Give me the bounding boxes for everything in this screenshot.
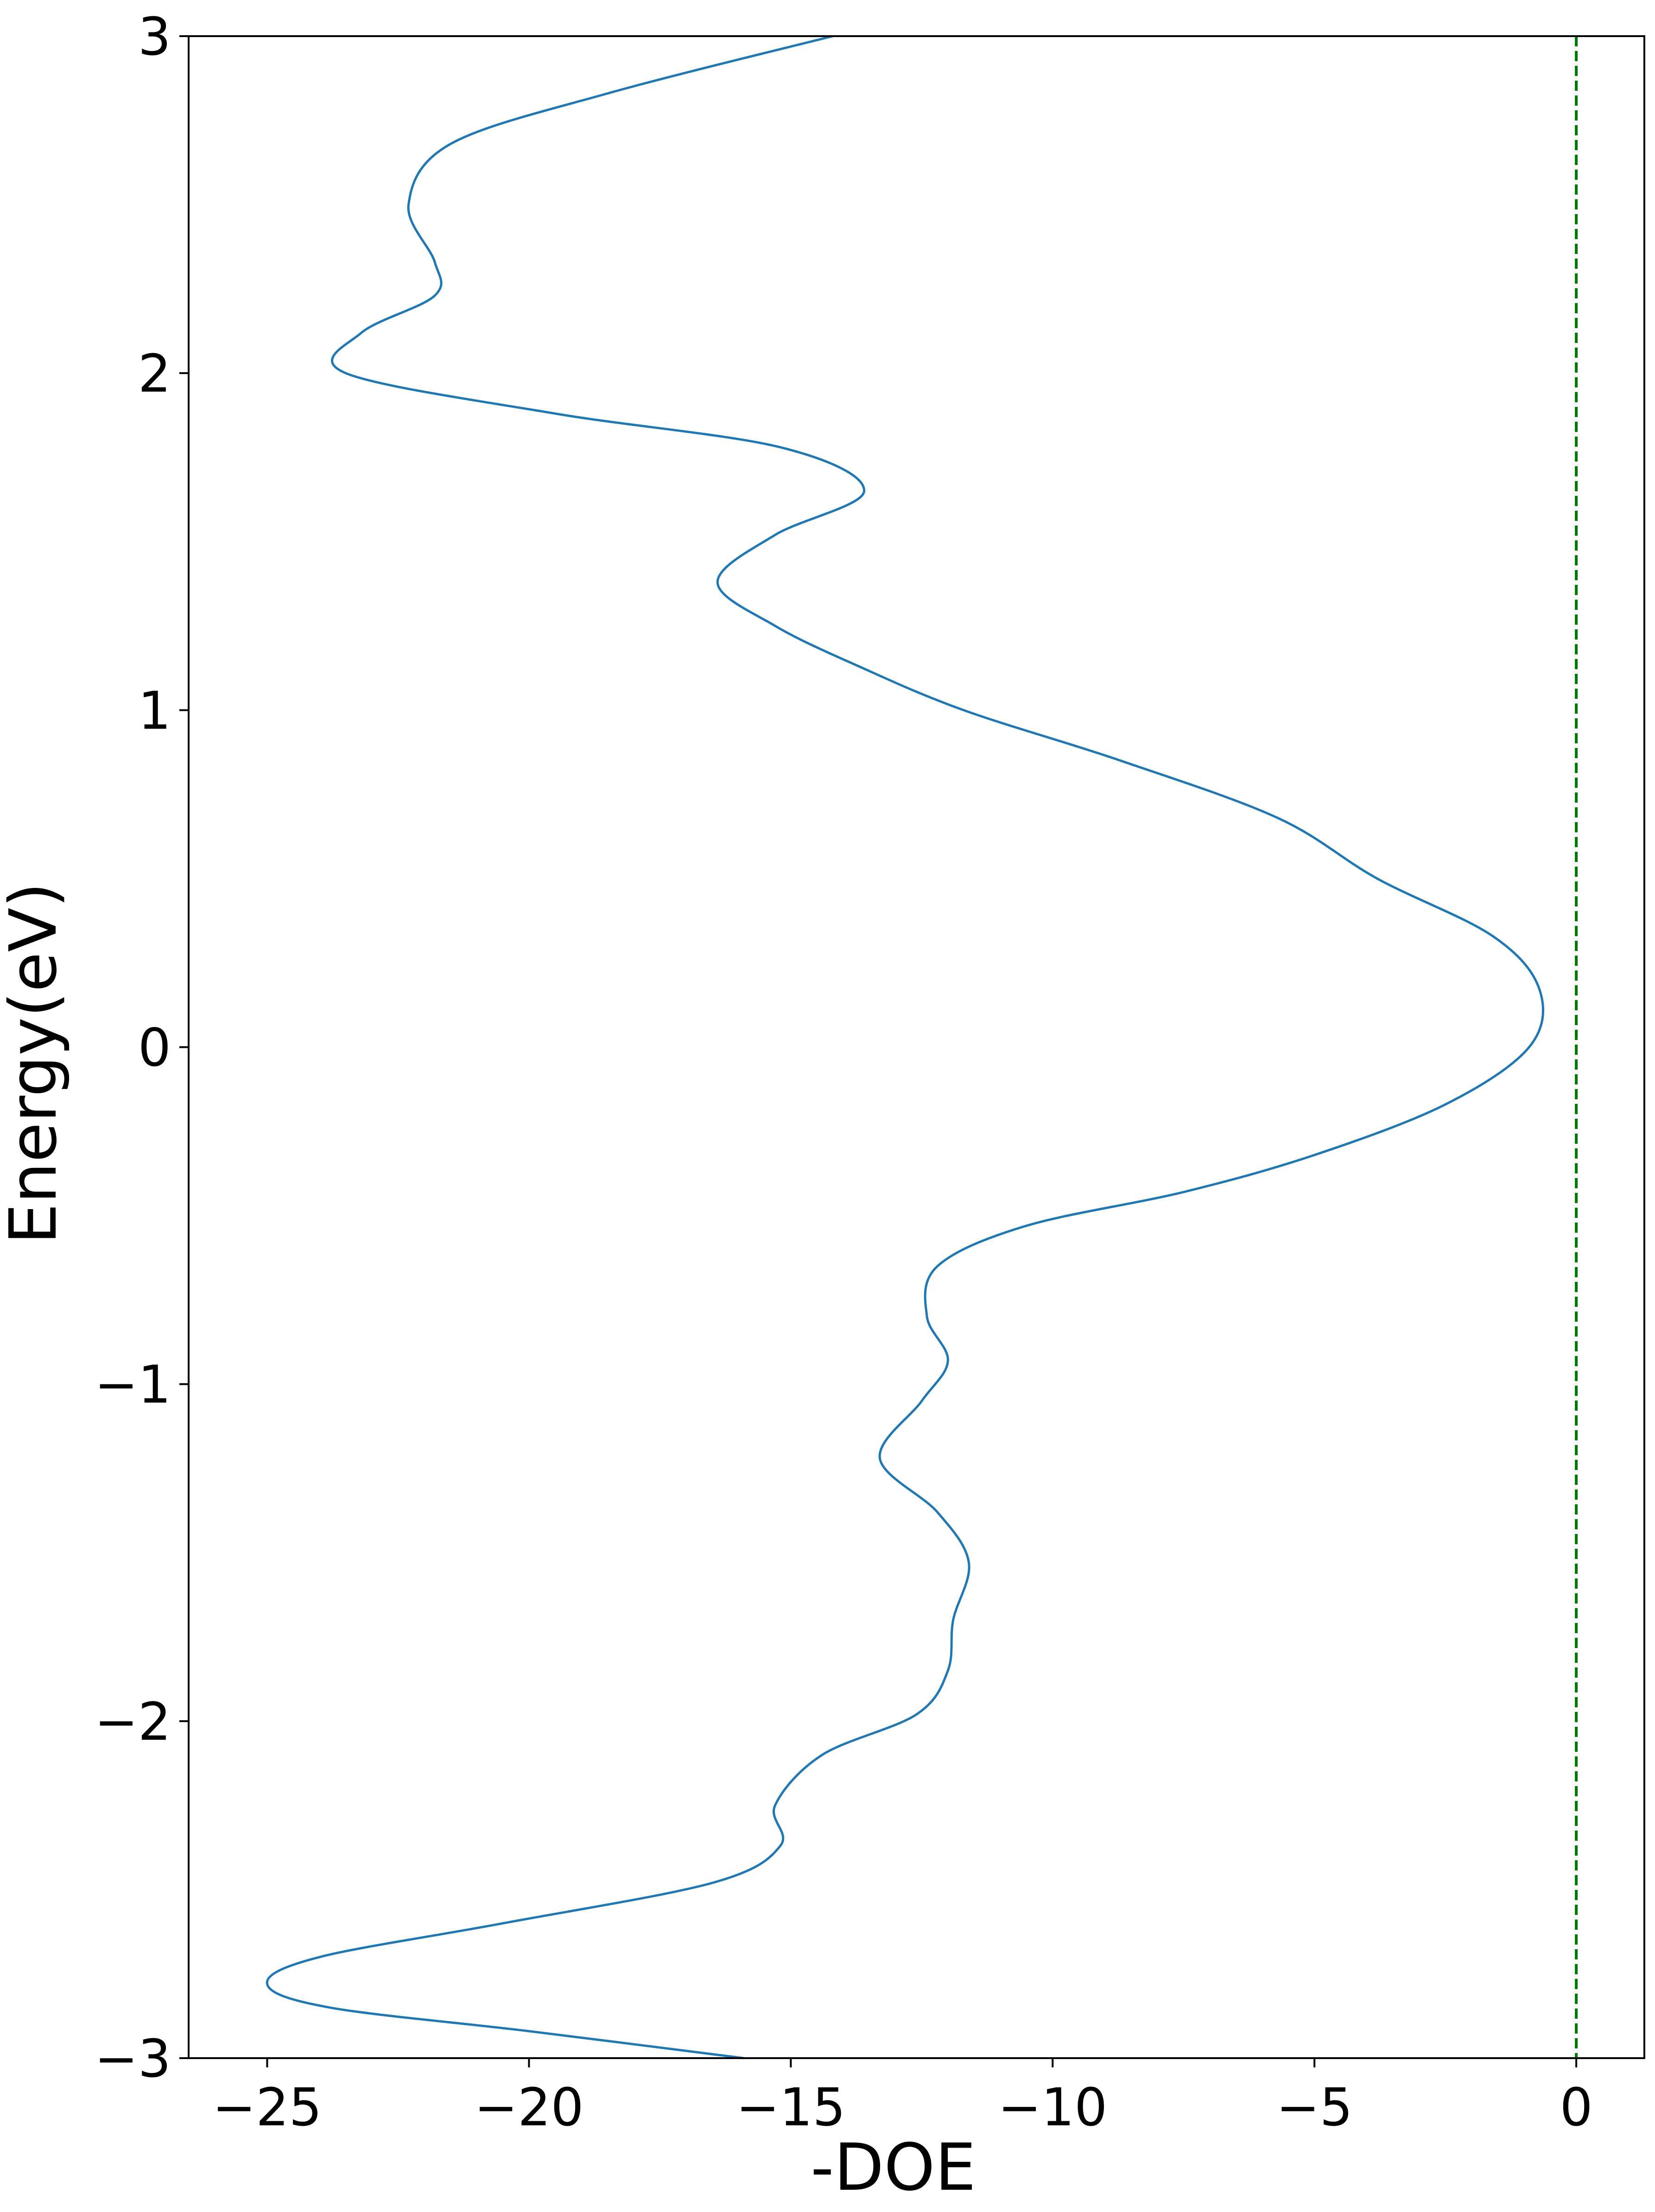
y-tick-label: 0 (138, 1018, 171, 1078)
y-axis-label: Energy(eV) (0, 882, 71, 1244)
x-tick-label: −15 (736, 2078, 845, 2138)
x-tick-label: −20 (474, 2078, 583, 2138)
y-tick-label: 3 (138, 7, 171, 67)
y-tick-label: 2 (138, 344, 171, 404)
plot-area (266, 35, 1578, 2060)
x-tick-label: 0 (1560, 2078, 1592, 2138)
y-tick-label: 1 (138, 681, 171, 741)
x-tick-label: −5 (1276, 2078, 1353, 2138)
x-axis-label: -DOE (811, 2130, 976, 2206)
y-tick-label: −2 (95, 1692, 171, 1752)
y-tick-label: −3 (95, 2029, 171, 2089)
plot-frame (188, 35, 1645, 2059)
y-tick-label: −1 (95, 1355, 171, 1415)
x-tick-label: −25 (212, 2078, 322, 2138)
x-tick-label: −10 (998, 2078, 1107, 2138)
dos-series-line (266, 35, 1545, 2060)
